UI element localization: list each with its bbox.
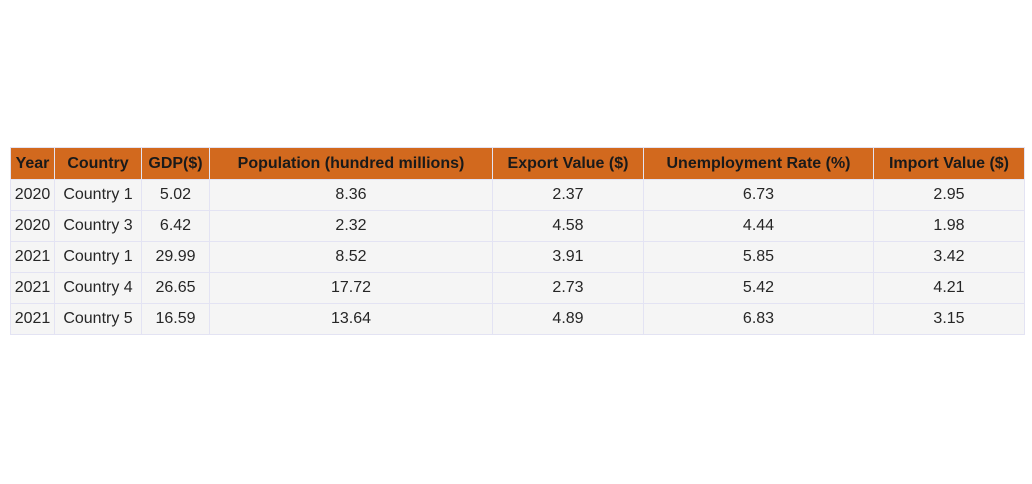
cell-import-value: 3.42	[873, 241, 1025, 273]
cell-gdp: 16.59	[141, 303, 210, 335]
table-row: 2021 Country 5 16.59 13.64 4.89 6.83 3.1…	[10, 303, 1025, 335]
cell-year: 2021	[10, 272, 55, 304]
cell-import-value: 3.15	[873, 303, 1025, 335]
column-header-population: Population (hundred millions)	[209, 147, 493, 180]
table-header: Year Country GDP($) Population (hundred …	[10, 147, 1025, 180]
cell-gdp: 29.99	[141, 241, 210, 273]
cell-population: 8.36	[209, 179, 493, 211]
cell-import-value: 2.95	[873, 179, 1025, 211]
cell-import-value: 4.21	[873, 272, 1025, 304]
column-header-export-value: Export Value ($)	[492, 147, 644, 180]
cell-country: Country 4	[54, 272, 142, 304]
data-table: Year Country GDP($) Population (hundred …	[10, 147, 1025, 335]
cell-gdp: 6.42	[141, 210, 210, 242]
cell-gdp: 26.65	[141, 272, 210, 304]
cell-year: 2020	[10, 210, 55, 242]
cell-unemployment-rate: 4.44	[643, 210, 874, 242]
table-body: 2020 Country 1 5.02 8.36 2.37 6.73 2.95 …	[10, 179, 1025, 335]
table-row: 2021 Country 1 29.99 8.52 3.91 5.85 3.42	[10, 241, 1025, 273]
cell-country: Country 3	[54, 210, 142, 242]
cell-export-value: 2.37	[492, 179, 644, 211]
cell-population: 13.64	[209, 303, 493, 335]
cell-export-value: 3.91	[492, 241, 644, 273]
cell-import-value: 1.98	[873, 210, 1025, 242]
cell-export-value: 4.58	[492, 210, 644, 242]
cell-year: 2020	[10, 179, 55, 211]
cell-unemployment-rate: 6.83	[643, 303, 874, 335]
cell-unemployment-rate: 5.42	[643, 272, 874, 304]
table-row: 2020 Country 3 6.42 2.32 4.58 4.44 1.98	[10, 210, 1025, 242]
cell-export-value: 2.73	[492, 272, 644, 304]
cell-unemployment-rate: 5.85	[643, 241, 874, 273]
cell-year: 2021	[10, 241, 55, 273]
table-row: 2021 Country 4 26.65 17.72 2.73 5.42 4.2…	[10, 272, 1025, 304]
cell-export-value: 4.89	[492, 303, 644, 335]
cell-year: 2021	[10, 303, 55, 335]
cell-country: Country 1	[54, 241, 142, 273]
data-table-container: Year Country GDP($) Population (hundred …	[10, 147, 1025, 335]
table-row: 2020 Country 1 5.02 8.36 2.37 6.73 2.95	[10, 179, 1025, 211]
cell-unemployment-rate: 6.73	[643, 179, 874, 211]
header-row: Year Country GDP($) Population (hundred …	[10, 147, 1025, 180]
cell-population: 17.72	[209, 272, 493, 304]
cell-country: Country 5	[54, 303, 142, 335]
cell-population: 2.32	[209, 210, 493, 242]
cell-country: Country 1	[54, 179, 142, 211]
column-header-unemployment-rate: Unemployment Rate (%)	[643, 147, 874, 180]
column-header-gdp: GDP($)	[141, 147, 210, 180]
column-header-import-value: Import Value ($)	[873, 147, 1025, 180]
column-header-year: Year	[10, 147, 55, 180]
cell-gdp: 5.02	[141, 179, 210, 211]
column-header-country: Country	[54, 147, 142, 180]
cell-population: 8.52	[209, 241, 493, 273]
